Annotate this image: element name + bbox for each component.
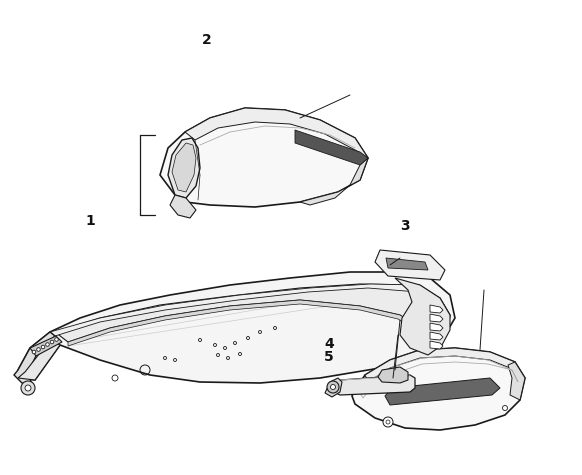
Polygon shape [430,314,443,322]
Polygon shape [325,378,342,397]
Polygon shape [375,250,445,280]
Circle shape [46,342,49,346]
Polygon shape [352,348,525,430]
Polygon shape [430,332,443,340]
Polygon shape [300,158,368,205]
Polygon shape [385,378,500,405]
Polygon shape [30,336,62,356]
Polygon shape [14,332,55,385]
Polygon shape [50,284,450,336]
Circle shape [502,406,508,410]
Circle shape [327,381,339,393]
Polygon shape [395,278,450,355]
Polygon shape [430,341,443,349]
Polygon shape [430,323,443,331]
Polygon shape [330,375,415,395]
Circle shape [37,348,40,352]
Polygon shape [55,284,450,342]
Text: 2: 2 [202,33,211,48]
Text: 5: 5 [324,350,333,364]
Polygon shape [185,108,368,158]
Polygon shape [365,348,520,382]
Text: 1: 1 [86,214,95,228]
Circle shape [383,417,393,427]
Polygon shape [508,362,525,400]
Polygon shape [170,195,196,218]
Polygon shape [160,108,368,207]
Circle shape [331,384,335,390]
Polygon shape [68,300,420,346]
Circle shape [41,345,45,349]
Polygon shape [168,138,200,198]
Polygon shape [386,258,428,270]
Text: 3: 3 [400,218,409,233]
Circle shape [50,340,54,344]
Polygon shape [430,305,443,313]
Polygon shape [18,340,60,380]
Text: 4: 4 [324,337,333,352]
Polygon shape [172,143,196,192]
Polygon shape [295,130,368,165]
Polygon shape [378,367,408,383]
Circle shape [32,350,36,354]
Circle shape [25,385,31,391]
Polygon shape [18,272,455,383]
Circle shape [55,338,58,342]
Circle shape [21,381,35,395]
